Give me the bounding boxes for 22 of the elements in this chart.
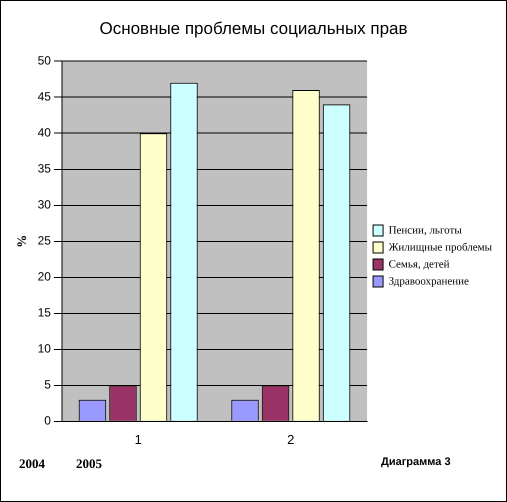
legend-label: Семья, детей (388, 258, 450, 270)
y-tick-label: 20 (38, 270, 52, 284)
x-tick-label: 2 (287, 432, 294, 447)
y-tick-label: 40 (38, 126, 52, 140)
y-tick-label: 15 (38, 306, 52, 320)
chart-title: Основные проблемы социальных прав (98, 19, 409, 39)
y-tick-label: 0 (44, 414, 52, 428)
legend-label: Пенсии, льготы (388, 224, 462, 236)
legend-label: Здравоохранение (388, 275, 470, 288)
y-tick-label: 30 (38, 198, 52, 212)
y-tick-label: 25 (38, 234, 52, 248)
y-tick-label: 45 (38, 90, 52, 104)
text: 2004 (19, 456, 45, 472)
y-tick-label: 10 (38, 342, 52, 356)
y-axis-title: % (14, 234, 30, 248)
y-tick-label: 35 (38, 162, 52, 176)
y-tick-label: 50 (38, 54, 52, 68)
text: Диаграмма 3 (381, 456, 451, 468)
text: 2005 (76, 456, 102, 472)
legend-label: Жилищные проблемы (388, 241, 493, 254)
y-tick-label: 5 (44, 378, 52, 392)
x-tick-label: 1 (134, 432, 142, 447)
